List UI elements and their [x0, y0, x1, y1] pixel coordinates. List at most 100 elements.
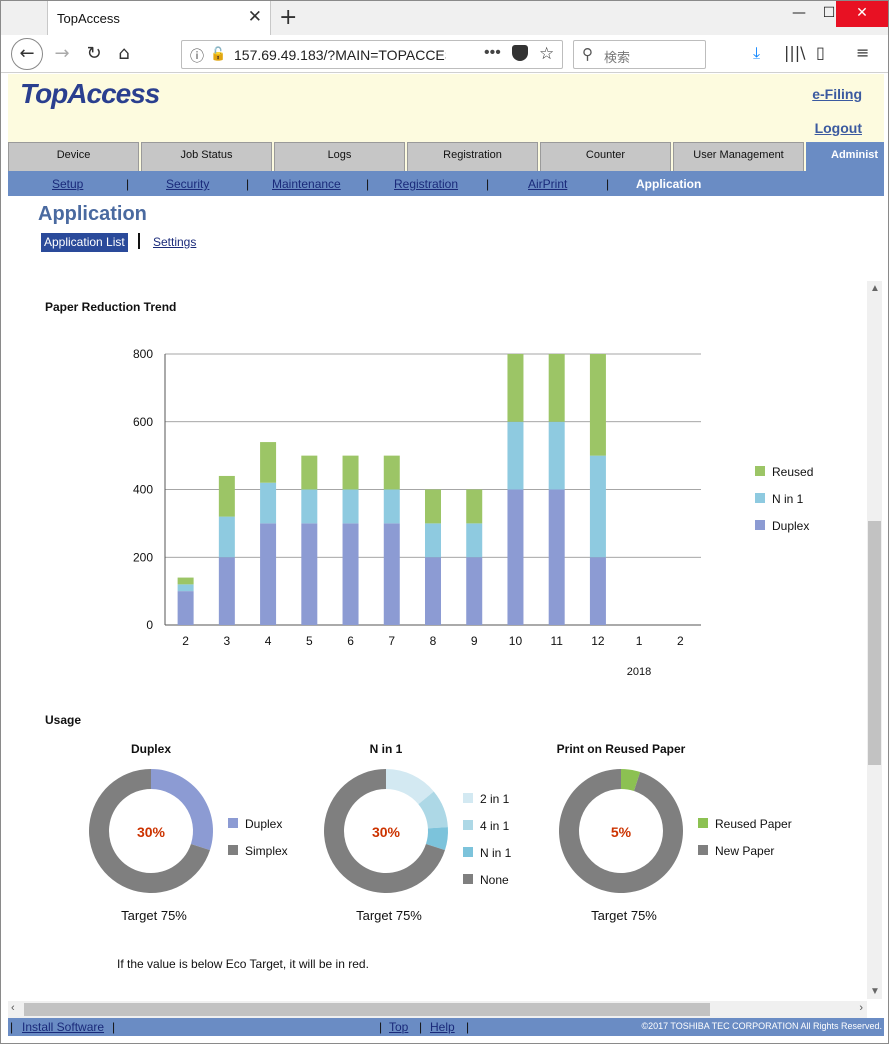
subnav-maintenance[interactable]: Maintenance	[272, 177, 341, 191]
tab-registration[interactable]: Registration	[407, 142, 538, 171]
separator: |	[126, 177, 130, 191]
new-tab-button[interactable]: +	[279, 5, 298, 30]
bar-reused	[507, 354, 524, 422]
bar-n-in-1	[466, 523, 483, 558]
x-tick-label: 9	[471, 634, 478, 648]
bar-n-in-1	[548, 421, 565, 490]
subnav-application[interactable]: Application	[636, 177, 702, 191]
insecure-lock-icon[interactable]: 🔓	[210, 46, 227, 61]
y-tick-label: 400	[133, 483, 153, 497]
info-icon[interactable]: ⓘ	[190, 48, 204, 64]
scroll-left-icon[interactable]: ‹	[11, 1002, 15, 1014]
legend-label: New Paper	[715, 844, 774, 858]
tab-close-icon[interactable]: ✕	[247, 7, 262, 26]
reload-icon[interactable]: ↻	[86, 43, 102, 64]
bar-duplex	[177, 591, 194, 625]
x-axis-year-label: 2018	[627, 666, 651, 678]
tab-administration[interactable]: Administ	[806, 142, 884, 171]
tab-counter[interactable]: Counter	[540, 142, 671, 171]
top-link[interactable]: Top	[389, 1020, 409, 1034]
application-list-button[interactable]: Application List	[41, 233, 128, 252]
search-input[interactable]: ⚲ 検索	[573, 40, 706, 69]
tab-job-status[interactable]: Job Status	[141, 142, 272, 171]
navigation-bar: ← → ↻ ⌂ ⓘ 🔓 157.69.49.183/?MAIN=TOPACCES…	[1, 35, 888, 73]
subnav-security[interactable]: Security	[166, 177, 210, 191]
donut-center-value: 5%	[611, 824, 632, 840]
bar-duplex	[301, 523, 318, 625]
scroll-up-icon[interactable]: ▲	[870, 283, 880, 294]
horizontal-scrollbar[interactable]: ‹ ›	[8, 1001, 867, 1018]
legend-swatch	[228, 818, 238, 828]
tab-device[interactable]: Device	[8, 142, 139, 171]
bar-duplex	[548, 489, 565, 625]
bar-n-in-1	[342, 489, 359, 524]
forward-arrow-icon[interactable]: →	[54, 43, 70, 64]
bar-n-in-1	[260, 482, 277, 524]
bar-reused	[218, 475, 235, 517]
bar-duplex	[383, 523, 400, 625]
separator: |	[379, 1020, 383, 1034]
legend-swatch	[463, 793, 473, 803]
bar-duplex	[425, 557, 441, 625]
legend-label: Duplex	[245, 817, 282, 831]
bar-duplex	[218, 557, 235, 625]
donut-target: Target 75%	[356, 908, 422, 923]
bar-reused	[342, 455, 359, 490]
scroll-thumb[interactable]	[868, 521, 881, 765]
bar-reused	[383, 455, 400, 490]
donut-slice-none	[324, 769, 445, 893]
donut-title: Print on Reused Paper	[557, 742, 686, 756]
legend-swatch	[755, 520, 765, 530]
bar-n-in-1	[507, 421, 524, 490]
bar-reused	[301, 455, 318, 490]
vertical-scrollbar[interactable]: ▲ ▼	[867, 281, 882, 999]
address-bar[interactable]: ⓘ 🔓 157.69.49.183/?MAIN=TOPACCESS ••• ☆	[181, 40, 563, 69]
pocket-icon[interactable]	[512, 45, 528, 61]
legend-label: Reused	[772, 465, 813, 479]
tab-logs[interactable]: Logs	[274, 142, 405, 171]
library-icon[interactable]: |||\	[784, 43, 806, 62]
hamburger-menu-icon[interactable]: ≡	[856, 43, 870, 62]
eco-target-note: If the value is below Eco Target, it wil…	[117, 957, 369, 971]
scroll-right-icon[interactable]: ›	[859, 1002, 863, 1014]
close-window-button[interactable]: ✕	[836, 1, 888, 27]
help-link[interactable]: Help	[430, 1020, 455, 1034]
copyright-text: ©2017 TOSHIBA TEC CORPORATION All Rights…	[641, 1021, 882, 1031]
download-icon[interactable]: ⤓	[753, 43, 761, 62]
maximize-button[interactable]: ☐	[822, 5, 836, 21]
scroll-down-icon[interactable]: ▼	[870, 986, 880, 997]
bar-n-in-1	[589, 455, 606, 558]
donut-slice-4-in-1	[418, 791, 448, 829]
sidebar-icon[interactable]: ▯	[816, 43, 825, 62]
browser-tab[interactable]: TopAccess ✕	[47, 1, 271, 36]
bar-duplex	[589, 557, 606, 625]
logout-link[interactable]: Logout	[814, 120, 862, 136]
bar-duplex	[260, 523, 277, 625]
donut-target: Target 75%	[591, 908, 657, 923]
back-arrow-icon[interactable]: ←	[11, 38, 43, 70]
bookmark-star-icon[interactable]: ☆	[539, 44, 555, 63]
minimize-button[interactable]: —	[792, 5, 806, 21]
tab-user-management[interactable]: User Management	[673, 142, 804, 171]
bar-duplex	[466, 557, 483, 625]
settings-link[interactable]: Settings	[153, 235, 197, 249]
chart-title: Paper Reduction Trend	[45, 300, 176, 314]
scroll-thumb[interactable]	[24, 1003, 710, 1016]
legend-swatch	[755, 493, 765, 503]
separator	[138, 233, 140, 249]
efiling-link[interactable]: e-Filing	[812, 86, 862, 102]
legend-swatch	[463, 874, 473, 884]
bar-n-in-1	[301, 489, 318, 524]
legend-label: Duplex	[772, 519, 809, 533]
install-software-link[interactable]: Install Software	[22, 1020, 105, 1034]
donut-slice-n-in-1	[425, 827, 448, 851]
legend-label: 4 in 1	[480, 819, 510, 833]
donut-title: Duplex	[131, 742, 171, 756]
page-actions-icon[interactable]: •••	[484, 44, 501, 61]
subnav-registration[interactable]: Registration	[394, 177, 459, 191]
subnav-setup[interactable]: Setup	[52, 177, 84, 191]
x-tick-label: 2	[182, 634, 189, 648]
subnav-airprint[interactable]: AirPrint	[528, 177, 568, 191]
home-icon[interactable]: ⌂	[118, 43, 130, 64]
url-text[interactable]: 157.69.49.183/?MAIN=TOPACCESS	[234, 47, 446, 63]
